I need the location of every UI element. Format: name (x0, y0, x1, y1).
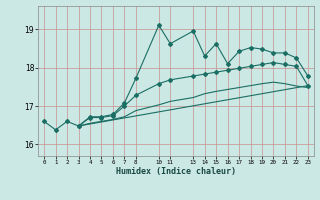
X-axis label: Humidex (Indice chaleur): Humidex (Indice chaleur) (116, 167, 236, 176)
